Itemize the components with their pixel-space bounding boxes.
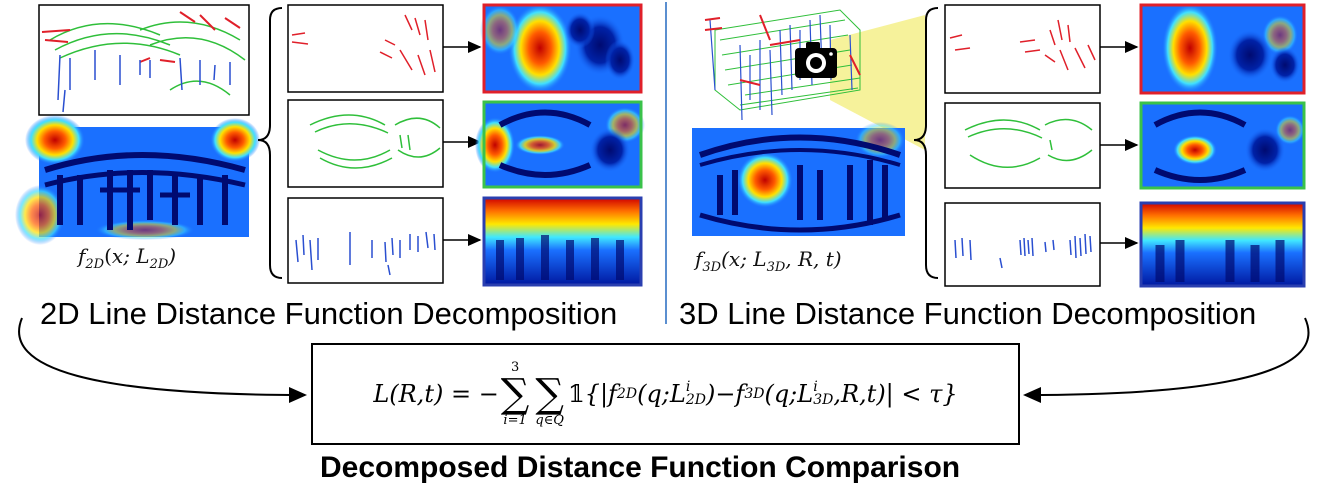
- left-red-lines-panel: [287, 4, 444, 93]
- bottom-title: Decomposed Distance Function Comparison: [320, 451, 961, 484]
- left-blue-lines-panel: [287, 197, 444, 284]
- right-green-heatmap: [1139, 101, 1306, 190]
- sum-over-q: ∑ q∈Q: [535, 371, 564, 428]
- left-red-heatmap: [480, 3, 643, 94]
- left-curved-arrow-icon: [18, 317, 307, 403]
- right-green-lines-panel: [944, 102, 1101, 189]
- right-function-label: f3D(x; L3D, R, t): [695, 247, 842, 275]
- left-panorama-lines: [38, 4, 250, 116]
- right-blue-heatmap: [1139, 201, 1306, 288]
- left-caption: 2D Line Distance Function Decomposition: [40, 296, 618, 331]
- left-blue-heatmap: [482, 196, 643, 287]
- loss-formula-box: L(R,t) = − 3 ∑ i=1 ∑ q∈Q 𝟙 {|f 2D (q;L i 2D)…: [311, 343, 1020, 445]
- right-3d-line-model: [704, 9, 925, 150]
- right-red-heatmap: [1139, 3, 1306, 95]
- right-distance-heatmap: [692, 122, 905, 236]
- right-curved-arrow-icon: [1023, 317, 1310, 403]
- loss-formula: L(R,t) = − 3 ∑ i=1 ∑ q∈Q 𝟙 {|f 2D (q;L i 2D)…: [373, 360, 958, 428]
- right-caption: 3D Line Distance Function Decomposition: [679, 296, 1257, 331]
- camera-icon: [795, 42, 837, 78]
- left-function-label: f2D(x; L2D): [78, 244, 177, 272]
- left-green-heatmap: [475, 100, 645, 189]
- section-divider: [665, 2, 667, 324]
- sum-over-i: 3 ∑ i=1: [500, 360, 530, 428]
- right-blue-lines-panel: [944, 202, 1101, 287]
- left-brace-icon: [257, 7, 283, 279]
- camera-frustum: [830, 15, 925, 150]
- right-red-lines-panel: [944, 4, 1101, 94]
- left-green-lines-panel: [287, 99, 444, 188]
- right-brace-icon: [913, 7, 939, 279]
- left-distance-heatmap: [15, 115, 260, 245]
